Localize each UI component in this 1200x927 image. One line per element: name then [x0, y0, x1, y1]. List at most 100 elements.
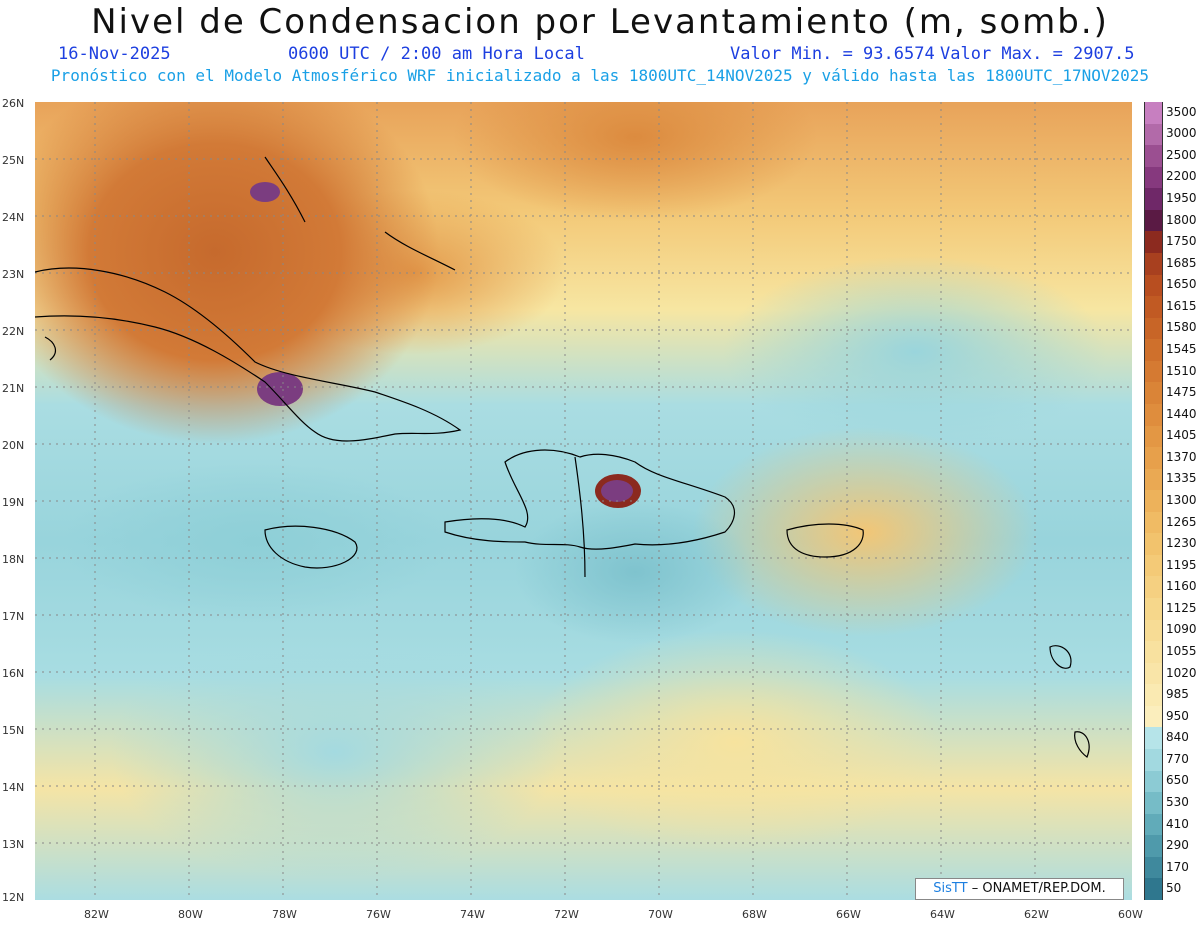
colorbar-label: 1230: [1166, 536, 1197, 551]
colorbar-label: 1750: [1166, 234, 1197, 249]
colorbar-label: 1685: [1166, 255, 1197, 270]
colorbar-label: 985: [1166, 687, 1189, 702]
lon-label-74w: 74W: [460, 908, 485, 921]
coastlines-and-grid: [35, 102, 1132, 900]
lat-label-24n: 24N: [2, 211, 25, 224]
colorbar-label: 290: [1166, 838, 1189, 853]
colorbar-swatch: [1144, 662, 1163, 685]
lat-label-12n: 12N: [2, 891, 25, 904]
colorbar-swatch: [1144, 102, 1163, 124]
colorbar-label: 1650: [1166, 277, 1197, 292]
forecast-info: Pronóstico con el Modelo Atmosférico WRF…: [50, 66, 1150, 85]
map-title: Nivel de Condensacion por Levantamiento …: [91, 2, 1109, 42]
colorbar-label: 3500: [1166, 104, 1197, 119]
colorbar-label: 950: [1166, 708, 1189, 723]
colorbar-swatch: [1144, 209, 1163, 232]
colorbar-label: 170: [1166, 859, 1189, 874]
colorbar-swatch: [1144, 425, 1163, 448]
colorbar-swatch: [1144, 339, 1163, 362]
colorbar-swatch: [1144, 727, 1163, 750]
lat-label-25n: 25N: [2, 154, 25, 167]
colorbar-label: 1950: [1166, 191, 1197, 206]
coastlines: [35, 156, 1090, 758]
credit-box: SisTT – ONAMET/REP.DOM.: [915, 878, 1124, 900]
colorbar-swatch: [1144, 274, 1163, 297]
colorbar-swatch: [1144, 554, 1163, 577]
date-label: 16-Nov-2025: [58, 44, 171, 64]
colorbar-swatch: [1144, 813, 1163, 836]
lat-label-21n: 21N: [2, 382, 25, 395]
colorbar-swatch: [1144, 317, 1163, 340]
lon-label-64w: 64W: [930, 908, 955, 921]
colorbar-label: 530: [1166, 794, 1189, 809]
colorbar-swatch: [1144, 468, 1163, 491]
colorbar-label: 1370: [1166, 449, 1197, 464]
min-value-label: Valor Min. = 93.6574: [730, 44, 935, 64]
lat-label-19n: 19N: [2, 496, 25, 509]
colorbar-swatch: [1144, 166, 1163, 189]
max-value-core-hispaniola: [601, 480, 633, 502]
colorbar-label: 1020: [1166, 665, 1197, 680]
colorbar-label: 650: [1166, 773, 1189, 788]
colorbar-swatch: [1144, 296, 1163, 319]
colorbar-swatch: [1144, 619, 1163, 642]
lat-label-17n: 17N: [2, 610, 25, 623]
colorbar-swatch: [1144, 856, 1163, 879]
lat-label-16n: 16N: [2, 667, 25, 680]
colorbar-swatch: [1144, 447, 1163, 470]
colorbar-swatch: [1144, 878, 1163, 901]
colorbar-swatch: [1144, 188, 1163, 211]
lat-label-23n: 23N: [2, 268, 25, 281]
lat-label-22n: 22N: [2, 325, 25, 338]
colorbar-swatch: [1144, 490, 1163, 513]
colorbar-label: 1265: [1166, 514, 1197, 529]
colorbar-swatch: [1144, 231, 1163, 254]
colorbar-swatch: [1144, 382, 1163, 405]
colorbar-swatch: [1144, 403, 1163, 426]
colorbar-label: 1800: [1166, 212, 1197, 227]
lon-label-60w: 60W: [1118, 908, 1143, 921]
lon-label-72w: 72W: [554, 908, 579, 921]
colorbar-label: 2200: [1166, 169, 1197, 184]
colorbar-label: 1545: [1166, 342, 1197, 357]
colorbar-swatch: [1144, 145, 1163, 168]
lat-label-13n: 13N: [2, 838, 25, 851]
colorbar-label: 1055: [1166, 643, 1197, 658]
lon-label-62w: 62W: [1024, 908, 1049, 921]
colorbar-label: 840: [1166, 730, 1189, 745]
colorbar-swatch: [1144, 360, 1163, 383]
colorbar-label: 1440: [1166, 406, 1197, 421]
lat-label-14n: 14N: [2, 781, 25, 794]
colorbar-swatch: [1144, 533, 1163, 556]
lon-label-80w: 80W: [178, 908, 203, 921]
colorbar-label: 410: [1166, 816, 1189, 831]
sistt-logo: SisTT: [933, 881, 968, 896]
colorbar-label: 3000: [1166, 126, 1197, 141]
colorbar-label: 1405: [1166, 428, 1197, 443]
colorbar-label: 770: [1166, 751, 1189, 766]
colorbar-swatch: [1144, 598, 1163, 621]
colorbar-label: 1195: [1166, 557, 1197, 572]
credit-text: – ONAMET/REP.DOM.: [971, 881, 1106, 896]
lon-label-76w: 76W: [366, 908, 391, 921]
max-value-core-bahamas: [250, 182, 280, 202]
max-value-label: Valor Max. = 2907.5: [940, 44, 1135, 64]
lon-label-82w: 82W: [84, 908, 109, 921]
colorbar-label: 1580: [1166, 320, 1197, 335]
lon-label-66w: 66W: [836, 908, 861, 921]
colorbar-label: 1475: [1166, 385, 1197, 400]
colorbar-swatch: [1144, 641, 1163, 664]
colorbar-swatch: [1144, 770, 1163, 793]
lat-label-26n: 26N: [2, 97, 25, 110]
lon-label-68w: 68W: [742, 908, 767, 921]
colorbar-swatch: [1144, 684, 1163, 707]
colorbar-label: 1615: [1166, 298, 1197, 313]
colorbar-swatch: [1144, 252, 1163, 275]
colorbar-label: 1090: [1166, 622, 1197, 637]
graticule: [35, 102, 1132, 900]
map-panel: [35, 102, 1132, 900]
lat-label-18n: 18N: [2, 553, 25, 566]
colorbar-label: 1160: [1166, 579, 1197, 594]
colorbar-label: 1510: [1166, 363, 1197, 378]
colorbar-swatch: [1144, 705, 1163, 728]
